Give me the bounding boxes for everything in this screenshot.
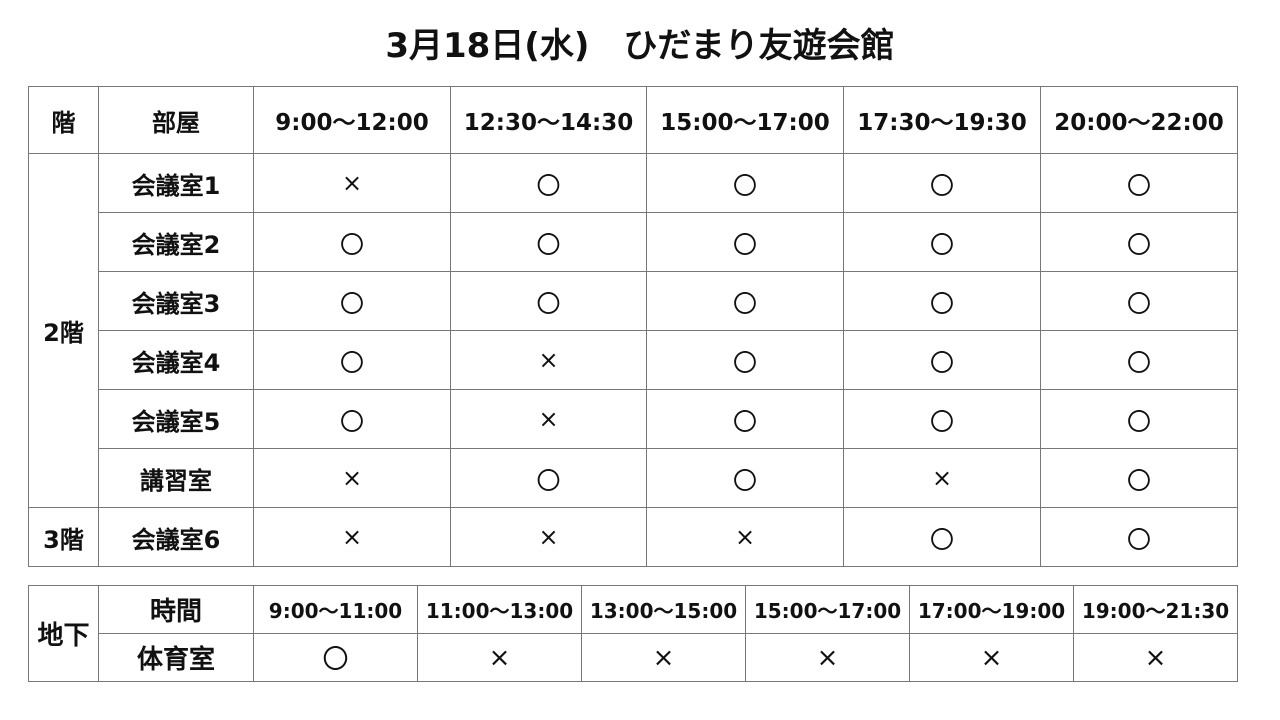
availability-cell: 〇 [450,271,647,331]
availability-cell: 〇 [646,448,844,508]
room-name: 会議室3 [98,271,254,331]
availability-cell: 〇 [646,212,844,272]
availability-cell: 〇 [253,212,451,272]
table-row: 会議室4 〇 × 〇〇〇 [29,330,1238,390]
room-name: 会議室5 [98,389,254,449]
column-header: 部屋 [98,86,254,154]
time-slot-header: 11:00～13:00 [417,585,582,634]
availability-cell: 〇 [843,153,1041,213]
availability-cell: 〇 [646,330,844,390]
availability-cell: 〇 [253,271,451,331]
availability-cell: × [253,153,451,213]
availability-cell: 〇 [843,271,1041,331]
availability-cell: 〇 [1040,212,1238,272]
availability-cell: 〇 [843,330,1041,390]
availability-cell: × [745,633,910,682]
availability-cell: 〇 [843,507,1041,567]
availability-cell: 〇 [1040,153,1238,213]
table-row: 会議室2 〇〇〇〇〇 [29,212,1238,272]
room-name: 会議室6 [98,507,254,567]
availability-cell: 〇 [646,389,844,449]
availability-cell: × [417,633,582,682]
time-label: 時間 [98,585,254,634]
availability-cell: 〇 [1040,448,1238,508]
room-name: 会議室1 [98,153,254,213]
time-slot-header: 20:00～22:00 [1040,86,1238,154]
availability-cell: 〇 [450,153,647,213]
header-row: 階部屋 9:00～12:00 12:30～14:30 15:00～17:00 17:30… [28,86,1238,154]
availability-cell: 〇 [1040,330,1238,390]
availability-cell: 〇 [253,330,451,390]
table-row: 2階 会議室1 × 〇〇〇〇 [28,153,1238,508]
time-row: 地下 時間 9:00～11:00 11:00～13:00 13:00～15:00 15:0… [28,585,1238,682]
availability-cell: × [450,330,647,390]
availability-cell: 〇 [253,389,451,449]
table-row: 3階 会議室6 × × × 〇〇 [28,507,1238,567]
availability-cell: 〇 [843,389,1041,449]
availability-cell: × [253,507,451,567]
availability-cell: 〇 [450,212,647,272]
availability-cell: × [909,633,1074,682]
main-schedule-table: 階部屋 9:00～12:00 12:30～14:30 15:00～17:00 17:30… [28,86,1238,567]
floor-label: 2階 [28,153,99,508]
availability-cell: 〇 [1040,271,1238,331]
room-name: 会議室4 [98,330,254,390]
time-slot-header: 9:00～12:00 [253,86,451,154]
availability-cell: 〇 [1040,507,1238,567]
time-slot-header: 17:00～19:00 [909,585,1074,634]
room-name: 会議室2 [98,212,254,272]
availability-cell: × [843,448,1041,508]
time-slot-header: 15:00～17:00 [745,585,910,634]
availability-cell: × [581,633,746,682]
availability-cell: × [646,507,844,567]
floor-label: 3階 [28,507,99,567]
availability-cell: 〇 [253,633,418,682]
time-slot-header: 9:00～11:00 [253,585,418,634]
availability-cell: 〇 [450,448,647,508]
room-name: 体育室 [98,633,254,682]
availability-cell: × [450,507,647,567]
availability-cell: × [253,448,451,508]
time-slot-header: 15:00～17:00 [646,86,844,154]
availability-cell: 〇 [843,212,1041,272]
room-name: 講習室 [98,448,254,508]
table-row: 講習室 × 〇〇 × 〇 [29,448,1238,508]
availability-cell: 〇 [1040,389,1238,449]
availability-cell: × [1073,633,1238,682]
availability-cell: 〇 [646,271,844,331]
time-slot-header: 19:00～21:30 [1073,585,1238,634]
time-slot-header: 12:30～14:30 [450,86,647,154]
time-slot-header: 13:00～15:00 [581,585,746,634]
table-row: 会議室5 〇 × 〇〇〇 [29,389,1238,449]
table-row: 体育室〇 × × × × × [29,633,1238,682]
page-title: 3月18日(水) ひだまり友遊会館 [385,26,895,66]
time-slot-header: 17:30～19:30 [843,86,1041,154]
availability-cell: 〇 [646,153,844,213]
availability-cell: × [450,389,647,449]
basement-schedule-table: 地下 時間 9:00～11:00 11:00～13:00 13:00～15:00 15:0… [28,585,1238,682]
table-row: 会議室3 〇〇〇〇〇 [29,271,1238,331]
column-header: 階 [28,86,99,154]
floor-label: 地下 [28,585,99,682]
